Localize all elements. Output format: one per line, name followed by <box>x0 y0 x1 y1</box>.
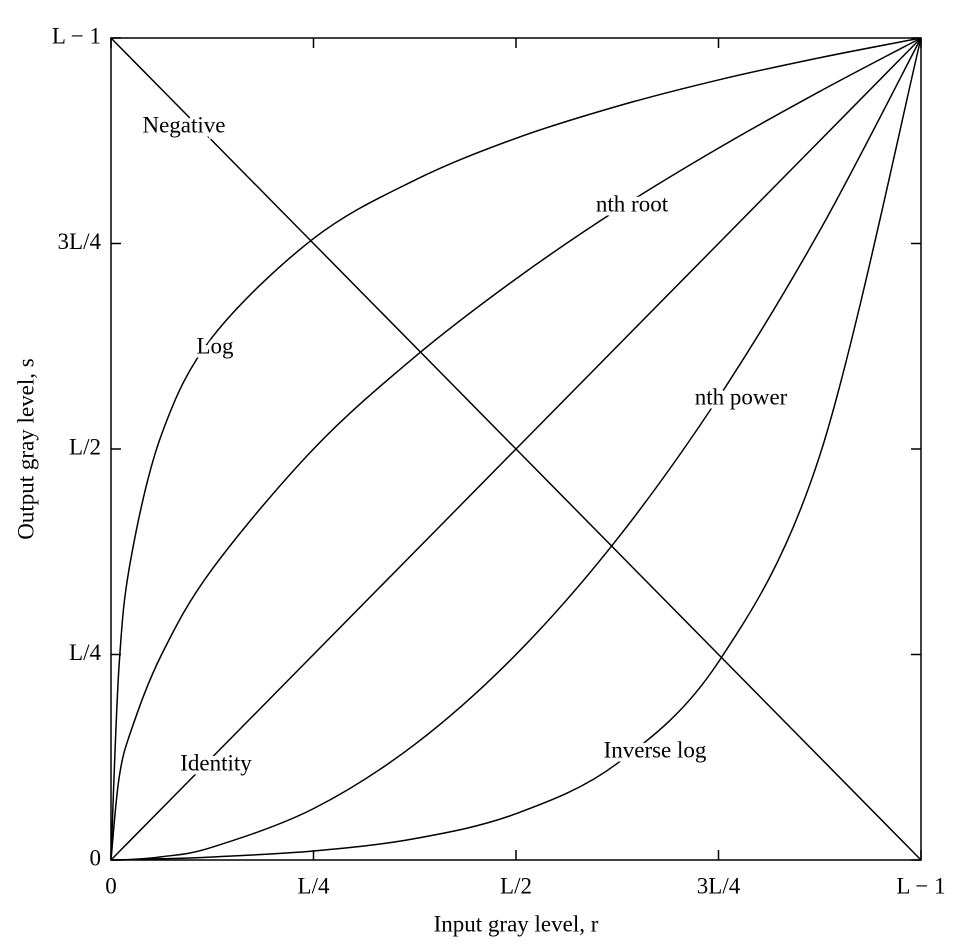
y-tick-label: L/2 <box>69 434 101 459</box>
y-tick-label: L − 1 <box>52 23 101 48</box>
y-tick-label: 3L/4 <box>58 229 102 254</box>
curve-label: Identity <box>180 750 252 775</box>
curve <box>110 37 922 861</box>
x-tick-label: L/4 <box>298 873 330 898</box>
curve-label: Inverse log <box>604 737 707 762</box>
curve-label: nth power <box>695 384 788 409</box>
x-tick-label: L/2 <box>500 873 532 898</box>
x-tick-label: L − 1 <box>896 873 945 898</box>
x-tick-label: 0 <box>105 873 117 898</box>
x-axis-title: Input gray level, r <box>434 911 599 936</box>
curve <box>110 37 922 861</box>
y-tick-label: L/4 <box>69 640 101 665</box>
curve <box>110 37 922 861</box>
y-axis-title: Output gray level, s <box>13 358 38 539</box>
x-tick-label: 3L/4 <box>697 873 741 898</box>
curve-label: Negative <box>142 112 225 137</box>
curve <box>110 37 922 861</box>
curve <box>110 37 922 861</box>
curve-label: Log <box>196 333 234 358</box>
curve-label: nth root <box>596 191 669 216</box>
y-tick-label: 0 <box>90 845 102 870</box>
